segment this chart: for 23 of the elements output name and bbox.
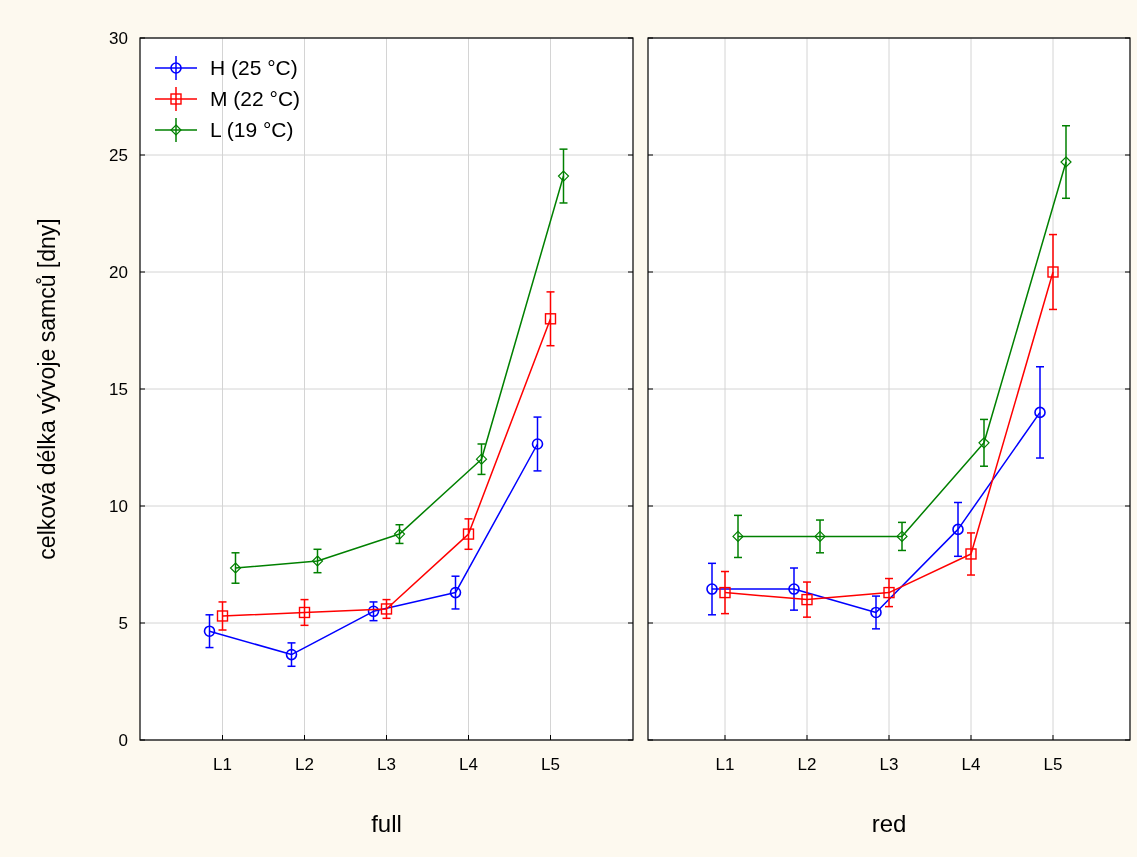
legend-label: H (25 °C) — [210, 56, 298, 80]
x-tick-label: L1 — [715, 755, 735, 774]
x-tick-label: L5 — [1043, 755, 1063, 774]
legend-label: M (22 °C) — [210, 87, 301, 111]
y-tick-label: 20 — [109, 262, 128, 282]
x-axis-title: full — [371, 810, 402, 837]
x-tick-label: L5 — [541, 755, 560, 774]
x-axis-title: red — [871, 810, 907, 837]
x-tick-label: L4 — [961, 755, 981, 774]
x-tick-label: L4 — [459, 755, 478, 774]
y-axis-title: celková délka vývoje samců [dny] — [34, 218, 60, 560]
y-tick-label: 5 — [118, 613, 128, 633]
x-tick-label: L3 — [879, 755, 899, 774]
y-tick-label: 25 — [109, 145, 128, 165]
x-tick-label: L1 — [213, 755, 232, 774]
x-tick-label: L3 — [377, 755, 396, 774]
y-tick-label: 30 — [109, 28, 128, 48]
y-tick-label: 10 — [109, 496, 128, 516]
x-tick-label: L2 — [295, 755, 314, 774]
legend-label: L (19 °C) — [210, 118, 294, 142]
x-tick-label: L2 — [797, 755, 817, 774]
y-tick-label: 15 — [109, 379, 128, 399]
y-tick-label: 0 — [118, 730, 128, 750]
